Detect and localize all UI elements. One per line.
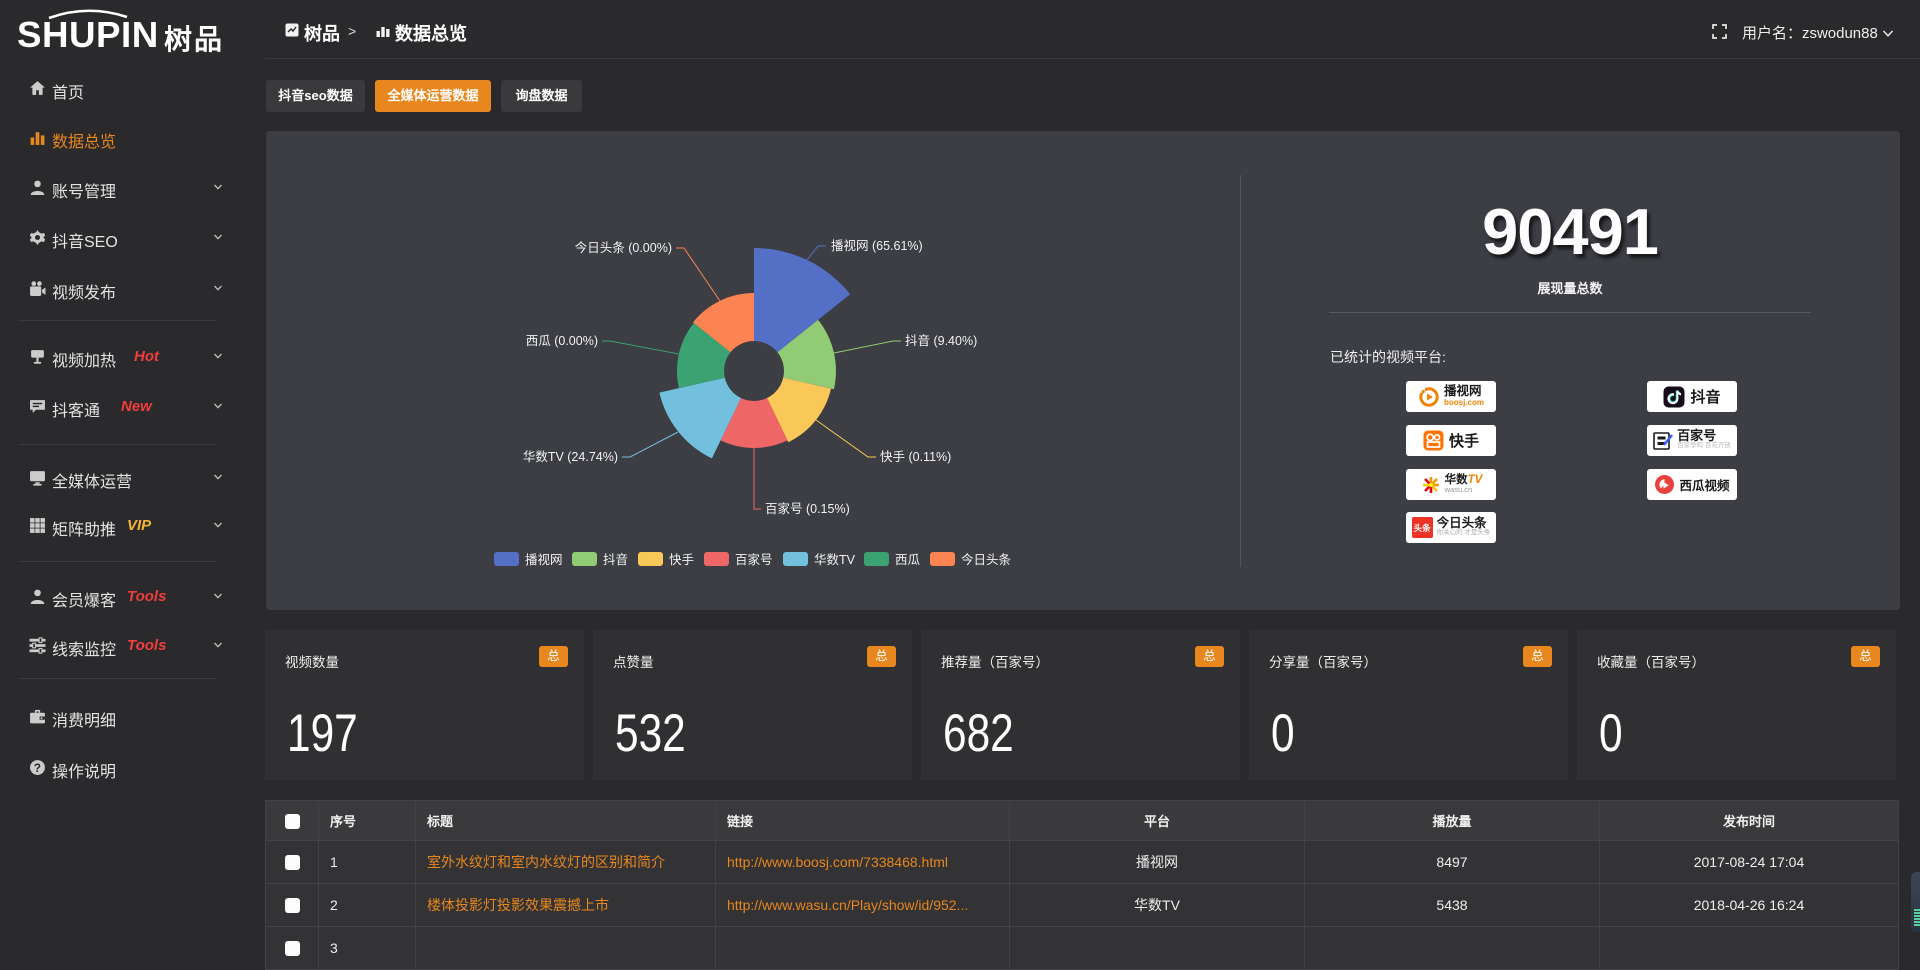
svg-text:百家号 (0.15%): 百家号 (0.15%) [765, 501, 850, 516]
svg-text:快手: 快手 [669, 553, 694, 567]
svg-text:播视网: 播视网 [525, 552, 563, 567]
svg-text:华数TV: 华数TV [814, 552, 856, 567]
svg-text:今日头条: 今日头条 [961, 552, 1012, 567]
svg-text:播视网 (65.61%): 播视网 (65.61%) [831, 238, 923, 253]
svg-text:?: ? [34, 762, 41, 775]
svg-text:抖音: 抖音 [603, 552, 628, 567]
svg-text:抖音 (9.40%): 抖音 (9.40%) [905, 333, 977, 348]
svg-text:快手 (0.11%): 快手 (0.11%) [880, 450, 951, 464]
svg-text:西瓜: 西瓜 [895, 553, 921, 567]
svg-text:百家号: 百家号 [735, 552, 773, 567]
svg-text:西瓜 (0.00%): 西瓜 (0.00%) [526, 334, 598, 348]
svg-text:今日头条 (0.00%): 今日头条 (0.00%) [575, 240, 672, 255]
svg-text:华数TV (24.74%): 华数TV (24.74%) [523, 449, 618, 464]
